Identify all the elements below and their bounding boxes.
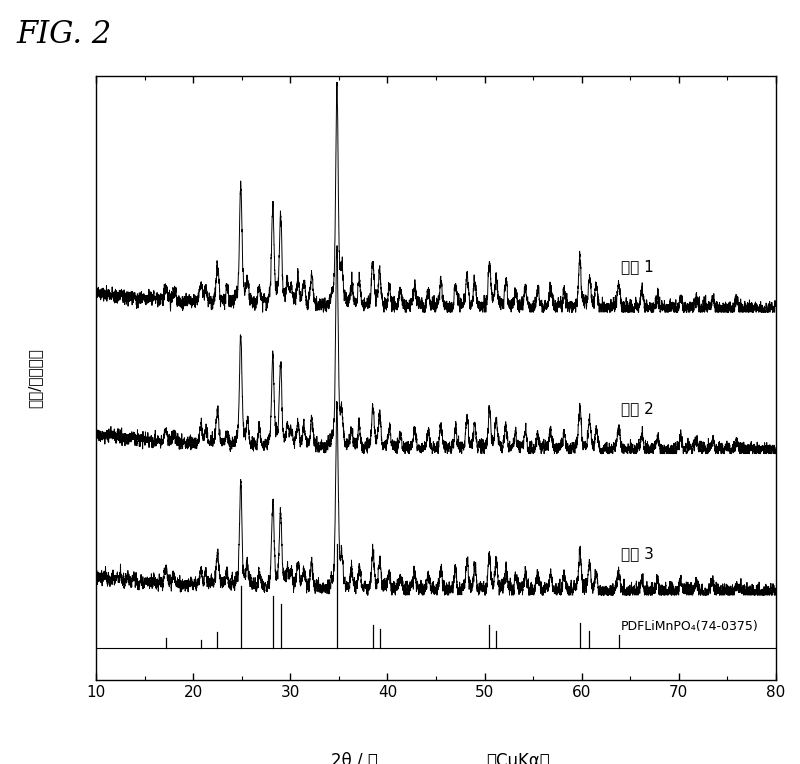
Text: 強度/任意单位: 強度/任意单位 (27, 348, 42, 408)
Text: 2θ / 度: 2θ / 度 (331, 753, 378, 764)
Text: PDFLiMnPO₄(74-0375): PDFLiMnPO₄(74-0375) (621, 620, 758, 633)
Text: 试样 3: 试样 3 (621, 546, 654, 561)
Text: 试样 1: 试样 1 (621, 260, 654, 274)
Text: （CuKα）: （CuKα） (486, 753, 550, 764)
Text: 试样 2: 试样 2 (621, 401, 654, 416)
Text: FIG. 2: FIG. 2 (16, 19, 111, 50)
